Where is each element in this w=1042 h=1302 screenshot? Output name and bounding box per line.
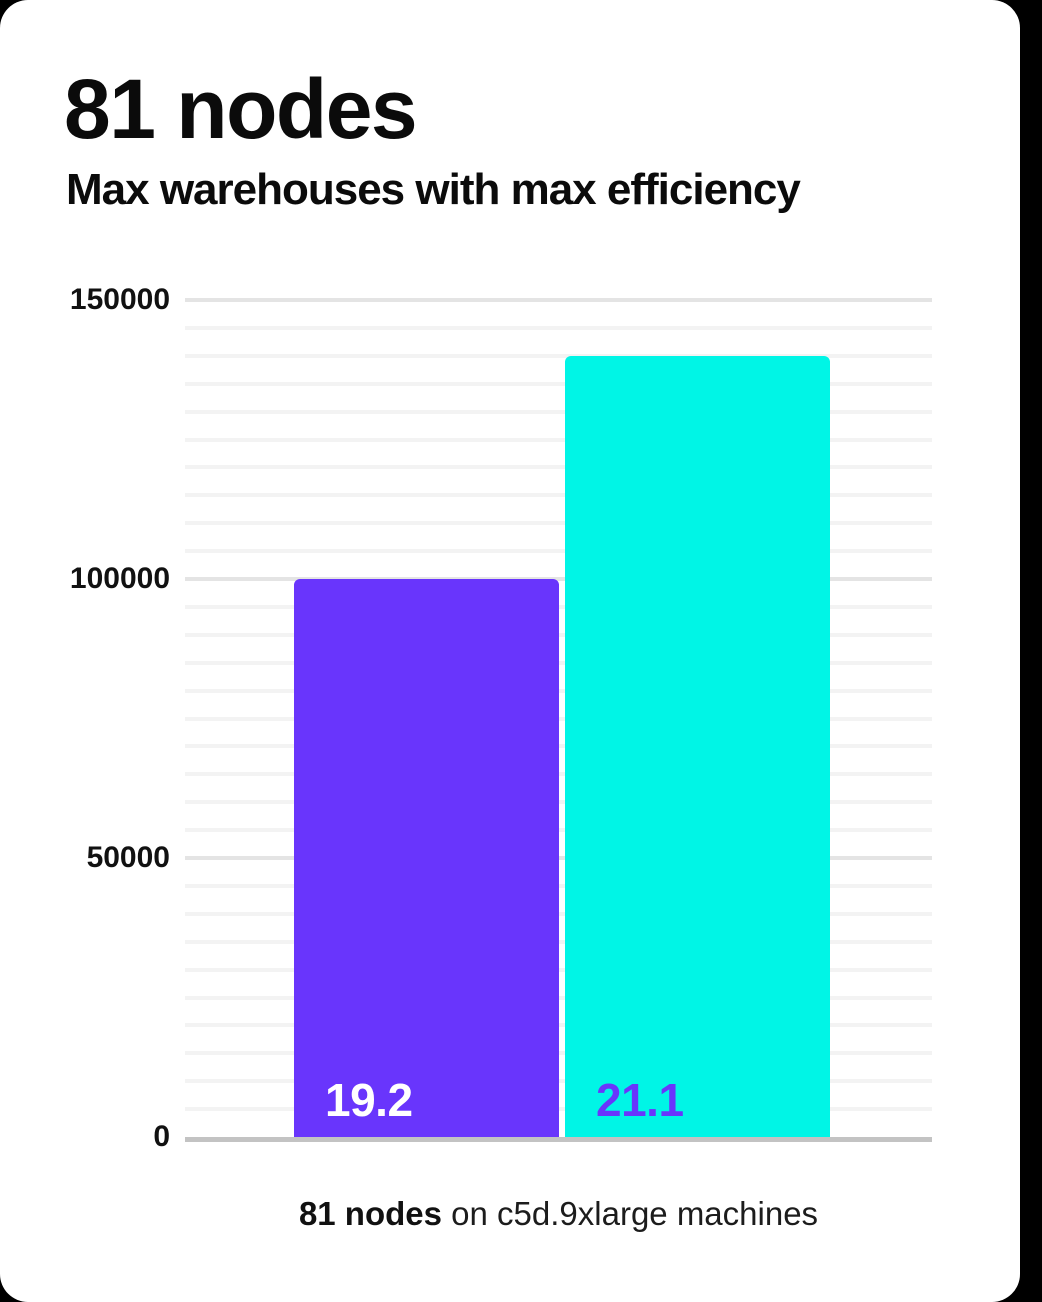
gridline-minor	[185, 381, 932, 386]
y-tick-label: 100000	[69, 562, 170, 596]
gridline-minor	[185, 549, 932, 554]
page-title: 81 nodes	[64, 62, 418, 156]
bar-label-21.1: 21.1	[596, 1074, 684, 1126]
gridline-minor	[185, 521, 932, 526]
chart-card: 81 nodes Max warehouses with max efficie…	[0, 0, 1020, 1302]
gridline-minor	[185, 493, 932, 498]
x-axis-line	[185, 1137, 932, 1142]
gridline-major	[185, 298, 932, 302]
bar-21.1: 21.1	[565, 355, 830, 1137]
chart-caption: 81 nodes on c5d.9xlarge machines	[185, 1194, 932, 1234]
gridline-minor	[185, 353, 932, 358]
caption-bold-text: 81 nodes	[298, 1195, 442, 1232]
gridline-minor	[185, 437, 932, 442]
page-subtitle: Max warehouses with max efficiency	[66, 165, 801, 214]
y-tick-label: 150000	[69, 283, 170, 316]
gridline-major	[185, 577, 932, 582]
gridline-minor	[185, 409, 932, 414]
y-tick-label: 0	[153, 1120, 170, 1153]
y-axis: 0 50000 100000 150000	[0, 285, 170, 1152]
gridline-minor	[185, 325, 932, 330]
bar-19.2: 19.2	[294, 579, 559, 1137]
y-tick-label: 50000	[86, 841, 170, 875]
plot-area: 19.2 21.1	[185, 298, 932, 1142]
gridline-minor	[185, 465, 932, 470]
caption-regular-text: on c5d.9xlarge machines	[442, 1195, 819, 1232]
bar-label-19.2: 19.2	[325, 1074, 413, 1126]
